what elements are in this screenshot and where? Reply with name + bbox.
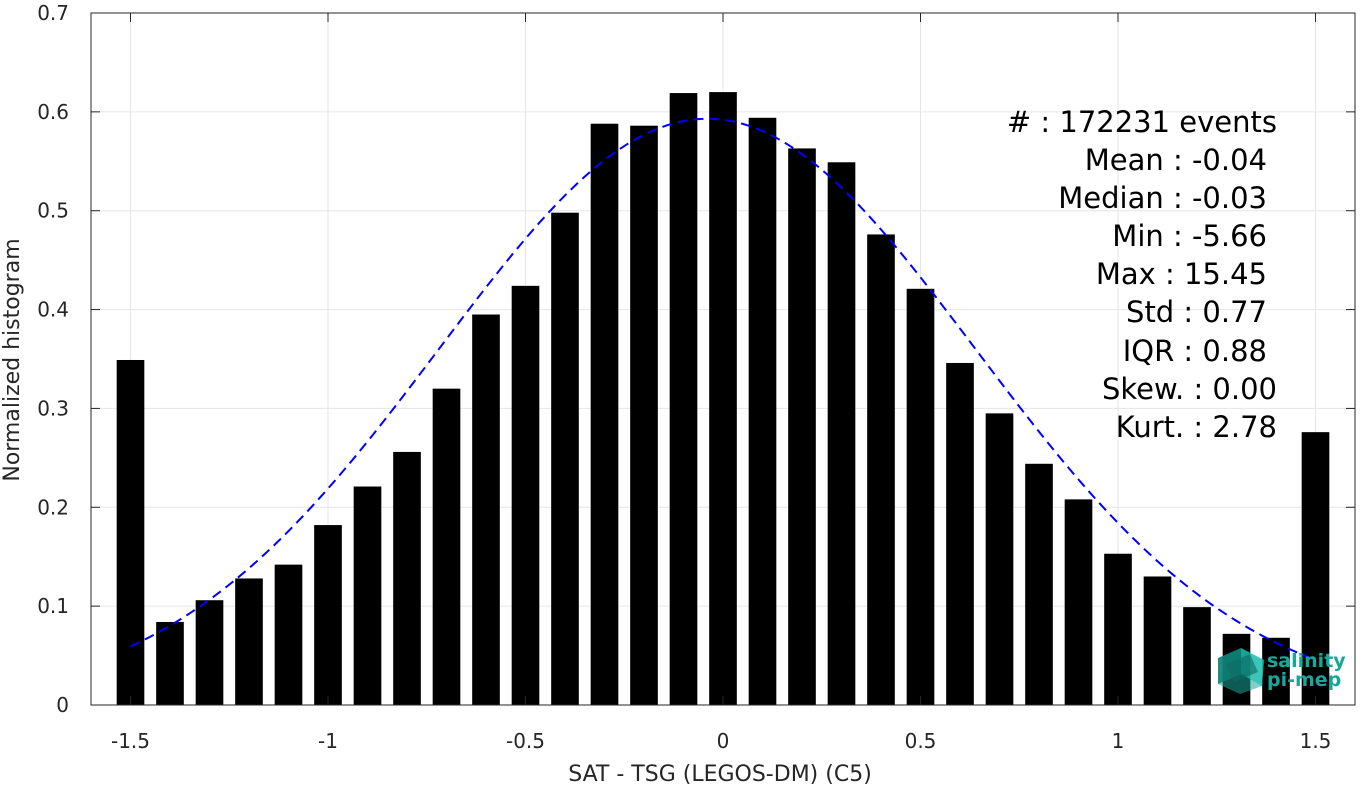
- salinity-pi-mep-logo: salinity pi-mep: [1218, 648, 1346, 694]
- stat-line: Std : 0.77: [1126, 295, 1267, 329]
- histogram-bar: [472, 314, 500, 705]
- y-tick-label: 0.3: [37, 396, 69, 420]
- y-tick-label: 0.6: [37, 100, 69, 124]
- histogram-bar: [1183, 607, 1211, 705]
- x-tick-labels: -1.5 -1 -0.5 0 0.5 1 1.5: [111, 729, 1331, 753]
- y-tick-label: 0.2: [37, 495, 69, 519]
- y-tick-labels: 0 0.1 0.2 0.3 0.4 0.5 0.6 0.7: [37, 1, 69, 717]
- stat-line: Max : 15.45: [1096, 257, 1267, 291]
- y-tick-label: 0.5: [37, 199, 69, 223]
- histogram-bar: [511, 285, 540, 705]
- y-tick-label: 0: [56, 693, 69, 717]
- histogram-bar: [1025, 463, 1053, 705]
- histogram-bar: [788, 148, 816, 706]
- x-tick-label: 1: [1112, 729, 1125, 753]
- histogram-bar: [985, 413, 1014, 705]
- stat-line: IQR : 0.88: [1123, 334, 1267, 368]
- histogram-bar: [1143, 576, 1172, 705]
- histogram-bar: [156, 621, 184, 705]
- histogram-bar: [669, 93, 698, 706]
- logo-line2: pi-mep: [1267, 669, 1341, 691]
- axis-ticks: [91, 12, 1355, 706]
- histogram-bar: [195, 600, 224, 705]
- x-tick-label: -0.5: [506, 729, 545, 753]
- y-tick-label: 0.1: [37, 594, 69, 618]
- x-tick-label: 1.5: [1300, 729, 1332, 753]
- stat-line: Median : -0.03: [1058, 181, 1267, 215]
- x-tick-label: -1.5: [111, 729, 150, 753]
- histogram-bar: [1301, 432, 1330, 705]
- logo-cube-icon: [1218, 648, 1264, 694]
- stat-line: Mean : -0.04: [1085, 143, 1267, 177]
- histogram-bars: [116, 92, 1330, 706]
- histogram-bar: [906, 288, 935, 705]
- y-axis-label: Normalized histogram: [0, 238, 25, 481]
- x-tick-label: -1: [318, 729, 338, 753]
- histogram-bar: [432, 388, 461, 705]
- histogram-bar: [1104, 553, 1132, 705]
- histogram-bar: [1262, 637, 1290, 705]
- x-tick-label: 0: [717, 729, 730, 753]
- stat-line: Min : -5.66: [1112, 219, 1267, 253]
- stat-line: Kurt. : 2.78: [1116, 410, 1277, 444]
- histogram-bar: [867, 234, 895, 705]
- histogram-bar: [590, 123, 619, 706]
- histogram-bar: [551, 212, 579, 706]
- stat-line: Skew. : 0.00: [1102, 372, 1277, 406]
- x-tick-label: 0.5: [905, 729, 937, 753]
- histogram-bar: [353, 486, 382, 705]
- histogram-bar: [274, 564, 303, 705]
- x-axis-label: SAT - TSG (LEGOS-DM) (C5): [568, 762, 872, 785]
- histogram-bar: [946, 362, 974, 705]
- statistics-annotation: # : 172231 events Mean : -0.04 Median : -0…: [1007, 105, 1277, 444]
- histogram-bar: [235, 578, 263, 705]
- y-tick-label: 0.4: [37, 298, 69, 322]
- histogram-bar: [630, 125, 658, 705]
- logo-line1: salinity: [1267, 650, 1346, 672]
- histogram-bar: [748, 117, 777, 705]
- stat-line: # : 172231 events: [1007, 105, 1277, 139]
- histogram-bar: [393, 451, 421, 705]
- histogram-bar: [116, 359, 145, 705]
- histogram-bar: [1064, 499, 1093, 705]
- histogram-bar: [314, 525, 342, 705]
- histogram-bar: [709, 92, 737, 706]
- y-tick-label: 0.7: [37, 1, 69, 25]
- histogram-bar: [827, 162, 856, 705]
